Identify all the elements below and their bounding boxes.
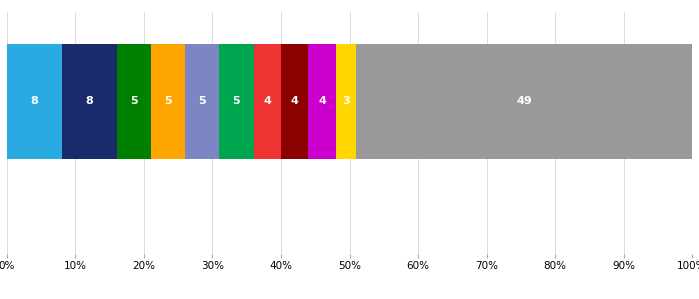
Bar [62, 44, 117, 158]
Text: 4: 4 [291, 96, 298, 106]
Bar [281, 44, 308, 158]
Bar [254, 44, 281, 158]
Text: 49: 49 [517, 96, 532, 106]
Bar [219, 44, 254, 158]
Bar [185, 44, 219, 158]
Text: 4: 4 [264, 96, 271, 106]
Text: 4: 4 [318, 96, 326, 106]
Bar [117, 44, 151, 158]
Bar [308, 44, 336, 158]
Text: 3: 3 [343, 96, 350, 106]
Text: 5: 5 [233, 96, 240, 106]
Text: 8: 8 [85, 96, 93, 106]
Bar [7, 44, 62, 158]
Bar [336, 44, 356, 158]
Text: 5: 5 [130, 96, 138, 106]
Text: 5: 5 [164, 96, 172, 106]
Bar [151, 44, 185, 158]
Text: 5: 5 [199, 96, 206, 106]
Text: 8: 8 [31, 96, 38, 106]
Bar [356, 44, 692, 158]
